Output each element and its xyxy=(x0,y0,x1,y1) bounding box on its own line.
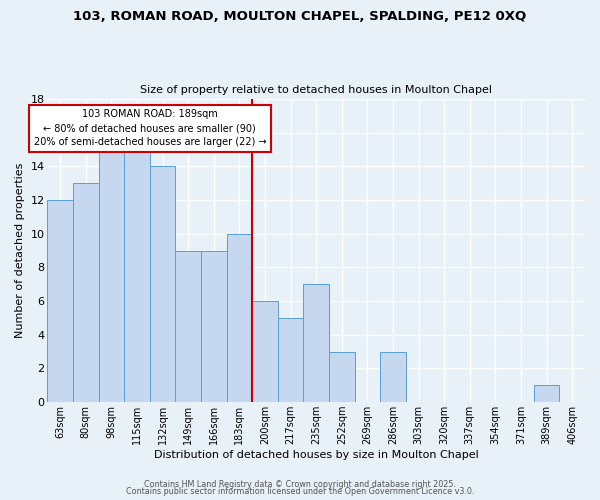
Bar xyxy=(98,150,124,402)
Bar xyxy=(380,352,406,402)
Text: 103 ROMAN ROAD: 189sqm
← 80% of detached houses are smaller (90)
20% of semi-det: 103 ROMAN ROAD: 189sqm ← 80% of detached… xyxy=(34,109,266,147)
Bar xyxy=(534,386,559,402)
Bar xyxy=(124,150,150,402)
Bar xyxy=(201,250,227,402)
Bar xyxy=(329,352,355,402)
Bar xyxy=(278,318,304,402)
Bar xyxy=(175,250,201,402)
Bar xyxy=(304,284,329,402)
Bar xyxy=(47,200,73,402)
Title: Size of property relative to detached houses in Moulton Chapel: Size of property relative to detached ho… xyxy=(140,86,492,96)
Bar xyxy=(227,234,252,402)
X-axis label: Distribution of detached houses by size in Moulton Chapel: Distribution of detached houses by size … xyxy=(154,450,479,460)
Bar xyxy=(150,166,175,402)
Bar xyxy=(252,301,278,402)
Y-axis label: Number of detached properties: Number of detached properties xyxy=(15,163,25,338)
Text: 103, ROMAN ROAD, MOULTON CHAPEL, SPALDING, PE12 0XQ: 103, ROMAN ROAD, MOULTON CHAPEL, SPALDIN… xyxy=(73,10,527,23)
Bar xyxy=(73,184,98,402)
Text: Contains public sector information licensed under the Open Government Licence v3: Contains public sector information licen… xyxy=(126,487,474,496)
Text: Contains HM Land Registry data © Crown copyright and database right 2025.: Contains HM Land Registry data © Crown c… xyxy=(144,480,456,489)
